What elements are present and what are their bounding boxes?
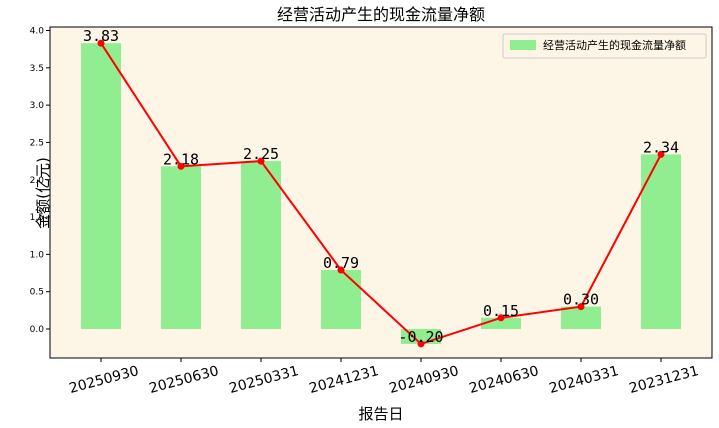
data-label-20240331: 0.30 [563,291,599,309]
trend-line [100,42,662,346]
legend-label: 经营活动产生的现金流量净额 [543,38,686,52]
line-point-20231231 [657,150,665,158]
bar-20241231 [321,270,361,329]
data-label-20241231: 0.79 [323,254,359,272]
chart-title: 经营活动产生的现金流量净额 [277,5,485,24]
y-tick-label: 1.5 [30,213,44,223]
x-tick-label-20250331: 20250331 [228,363,301,397]
y-tick-label: 4.0 [30,27,45,37]
x-tick-label-20250930: 20250930 [68,363,141,397]
line-point-20240930 [417,340,425,348]
y-tick-label: 2.0 [30,176,45,186]
data-labels-layer: 3.83 2.18 2.25 0.79 -0.20 0.15 0.30 2.34 [83,27,679,346]
bars-layer [81,43,681,344]
line-point-20240630 [497,314,505,322]
legend: 经营活动产生的现金流量净额 [502,33,707,59]
data-label-20240630: 0.15 [483,302,519,320]
y-axis: 0.0 0.5 1.0 1.5 2.0 2.5 3.0 3.5 4.0 [30,27,50,335]
y-tick-label: 2.5 [30,138,44,148]
bar-20250630 [161,166,201,329]
line-point-20250630 [177,162,185,170]
y-tick-label: 0.0 [30,325,45,335]
line-layer [97,39,665,348]
x-axis: 20250930 20250630 20250331 20241231 20240930… [68,358,701,397]
line-point-20250331 [257,157,265,165]
bar-20240331 [561,306,601,329]
bar-20250331 [241,161,281,329]
plot-background [50,27,712,358]
y-axis-title: 金额(亿元) [34,157,52,229]
x-tick-label-20250630: 20250630 [148,363,221,397]
data-label-20250930: 3.83 [83,27,119,45]
line-point-20250930 [97,39,105,47]
bar-20231231 [641,154,681,329]
legend-swatch [510,40,536,50]
line-point-20240331 [577,303,585,311]
data-label-20250331: 2.25 [243,145,279,163]
y-tick-label: 1.0 [30,250,45,260]
x-tick-label-20240930: 20240930 [388,363,461,397]
x-tick-label-20231231: 20231231 [628,363,701,397]
x-tick-label-20241231: 20241231 [308,363,381,397]
line-point-20241231 [337,266,345,274]
bar-20240630 [481,317,521,329]
y-tick-label: 0.5 [30,288,44,298]
data-label-20231231: 2.34 [643,138,679,156]
y-tick-label: 3.0 [30,101,45,111]
data-label-20240930: -0.20 [398,328,443,346]
x-tick-label-20240331: 20240331 [548,363,621,397]
y-tick-label: 3.5 [30,64,44,74]
data-label-20250630: 2.18 [163,150,199,168]
legend-box [502,33,707,59]
x-axis-title: 报告日 [358,405,403,423]
x-tick-label-20240630: 20240630 [468,363,541,397]
plot-frame [49,26,713,359]
bar-20250930 [81,43,121,329]
